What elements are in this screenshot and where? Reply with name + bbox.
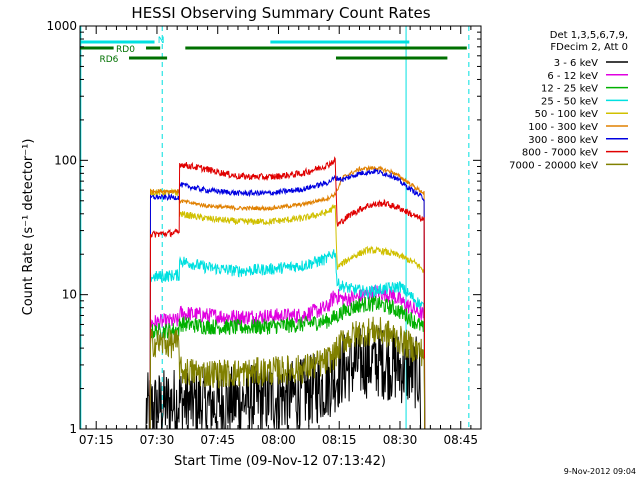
x-tick-label: 07:45 (200, 433, 235, 447)
chart-title: HESSI Observing Summary Count Rates (131, 4, 430, 22)
x-tick-label: 07:30 (140, 433, 175, 447)
legend-entry-label: 7000 - 20000 keV (509, 160, 598, 171)
x-tick-label: 08:00 (261, 433, 296, 447)
y-tick-label: 100 (54, 153, 77, 167)
series-line (149, 295, 426, 430)
legend-entry-label: 3 - 6 keV (554, 58, 598, 69)
legend-entry-label: 25 - 50 keV (541, 96, 598, 107)
footer-timestamp: 9-Nov-2012 09:04 (564, 467, 636, 476)
flag-label-n: N (158, 36, 165, 46)
legend-entry-label: 300 - 800 keV (528, 135, 598, 146)
y-tick-label: 10 (62, 288, 77, 302)
legend-entry-label: 12 - 25 keV (541, 84, 598, 95)
series-line (145, 327, 422, 431)
legend-entry-label: 6 - 12 keV (547, 71, 598, 82)
legend-header-line: Det 1,3,5,6,7,9, (550, 30, 628, 41)
legend-header-line: FDecim 2, Att 0 (550, 42, 628, 53)
flag-label-rd0: RD0 (116, 45, 135, 55)
plot-frame (79, 25, 482, 430)
series-line (149, 156, 426, 430)
x-tick-label: 08:15 (322, 433, 357, 447)
series-line (149, 249, 426, 430)
series-line (149, 167, 426, 430)
y-tick-label: 1 (69, 422, 77, 436)
axes-layer: 1 10 100 1000 07:15 07:30 07:45 08:00 08:15 08:30… (46, 19, 481, 447)
y-axis-label: Count Rate (s⁻¹ detector⁻¹) (21, 139, 36, 316)
y-tick-label: 1000 (46, 19, 77, 33)
legend: Det 1,3,5,6,7,9,FDecim 2, Att 0 3 - 6 keV… (509, 30, 628, 171)
legend-entry-label: 100 - 300 keV (528, 122, 598, 133)
legend-entry-label: 800 - 7000 keV (522, 148, 598, 159)
legend-entry-label: 50 - 100 keV (535, 109, 599, 120)
x-tick-label: 07:15 (79, 433, 114, 447)
flag-label-rd6: RD6 (99, 55, 118, 65)
x-tick-label: 08:30 (383, 433, 418, 447)
series-layer (145, 156, 426, 431)
x-axis-label: Start Time (09-Nov-12 07:13:42) (174, 454, 386, 469)
series-line (149, 187, 426, 430)
series-line (149, 164, 426, 430)
series-line (149, 316, 426, 430)
x-tick-label: 08:45 (443, 433, 478, 447)
